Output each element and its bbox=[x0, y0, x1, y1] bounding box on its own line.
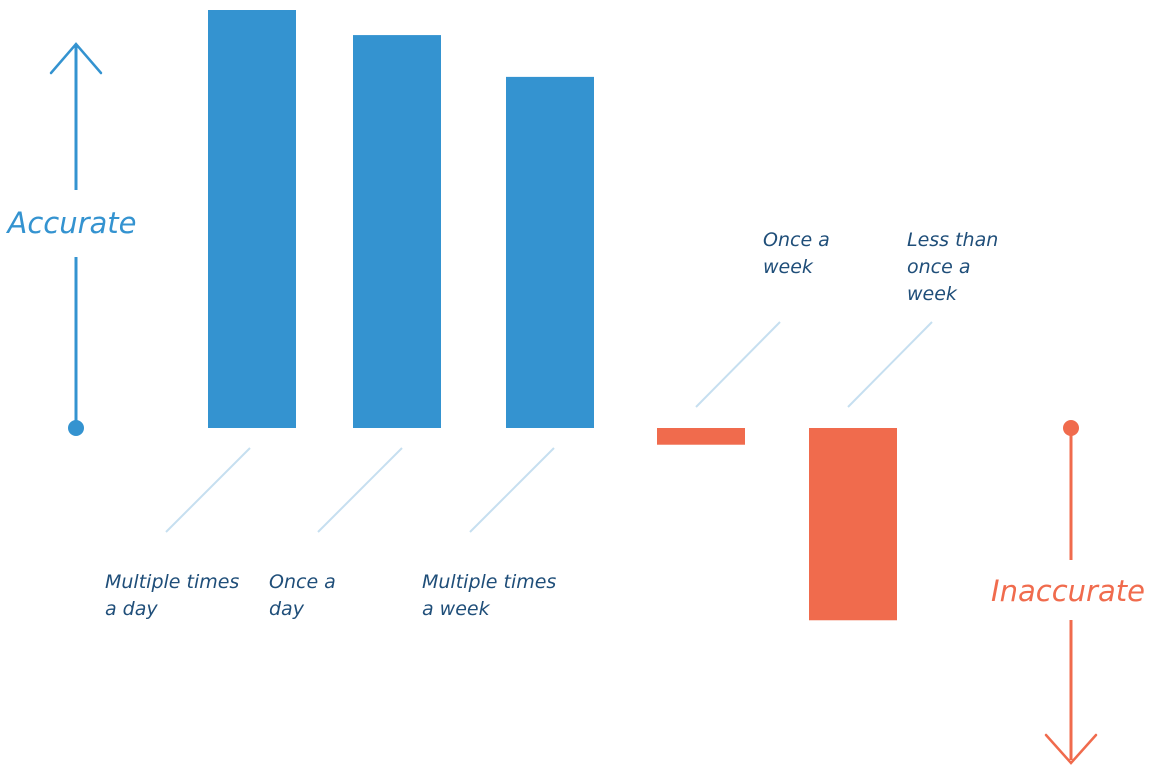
accurate-axis: Accurate bbox=[5, 42, 137, 436]
bar-once-a-day bbox=[353, 35, 441, 428]
inaccurate-axis-label: Inaccurate bbox=[991, 574, 1145, 608]
inaccurate-axis: Inaccurate bbox=[991, 420, 1145, 765]
category-label-once-a-week: Once a week bbox=[763, 229, 830, 278]
down-arrow-icon bbox=[1044, 733, 1098, 765]
accurate-axis-origin-dot bbox=[68, 420, 84, 436]
leader-line-once-a-week bbox=[695, 321, 781, 408]
bar-less-than-once-a-week bbox=[809, 428, 897, 621]
category-label-once-a-day: Once a day bbox=[269, 571, 336, 620]
category-label-multiple-times-a-day: Multiple times a day bbox=[105, 571, 239, 620]
leader-line-once-a-day bbox=[317, 447, 403, 533]
leader-lines-group bbox=[165, 321, 933, 533]
bar-multiple-times-a-day bbox=[208, 10, 296, 428]
category-labels-group: Multiple times a day Once a day Multiple tim… bbox=[105, 229, 998, 620]
up-arrow-icon bbox=[49, 42, 103, 75]
leader-line-multiple-times-a-week bbox=[469, 447, 555, 533]
bars-group bbox=[208, 10, 897, 621]
accurate-axis-label: Accurate bbox=[5, 206, 136, 240]
leader-line-less-than-once-a-week bbox=[847, 321, 933, 408]
category-label-less-than-once-a-week: Less than once a week bbox=[907, 229, 998, 305]
bar-once-a-week bbox=[657, 428, 745, 445]
bar-multiple-times-a-week bbox=[506, 76, 594, 428]
category-label-multiple-times-a-week: Multiple times a week bbox=[422, 571, 556, 620]
leader-line-multiple-times-a-day bbox=[165, 447, 251, 533]
